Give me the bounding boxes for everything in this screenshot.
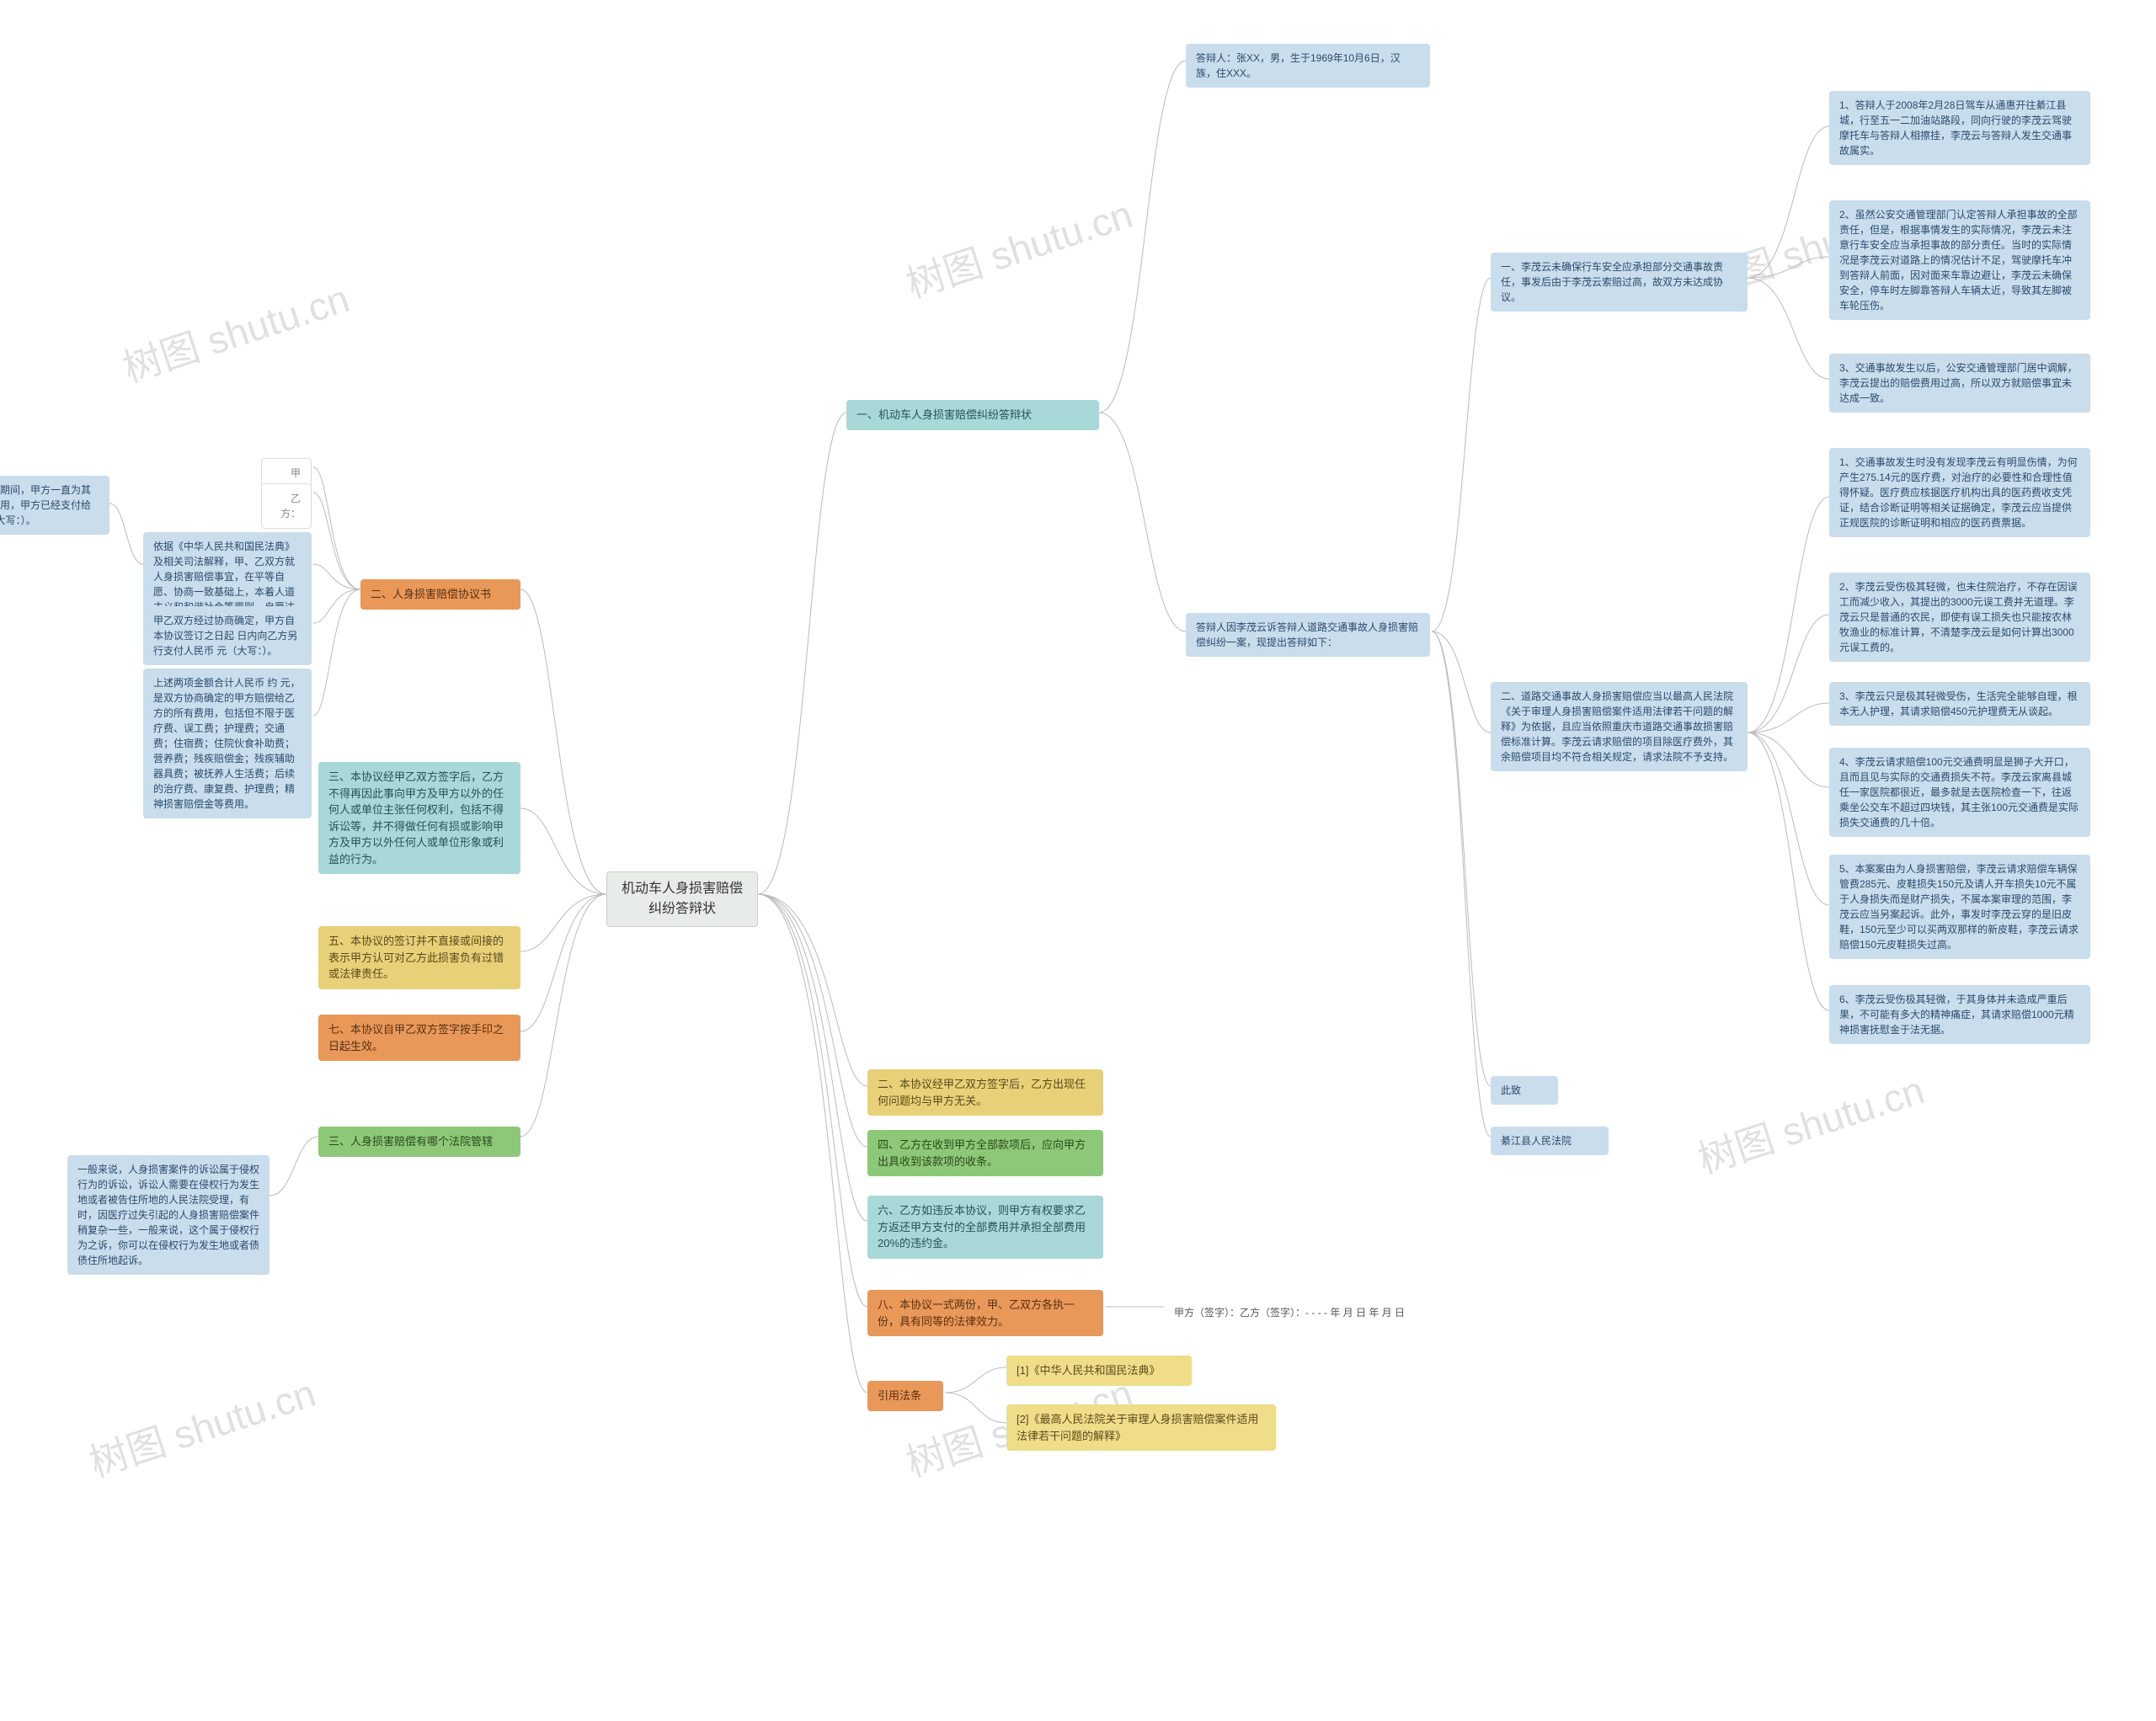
b2l-sub1: 一、乙方在住院治疗期间，甲方一直为其垫付医疗费及相关费用，甲方已经支付给乙方人民…	[0, 476, 109, 535]
branch-b1: 一、机动车人身损害赔偿纠纷答辩状	[846, 400, 1099, 430]
watermark: 树图 shutu.cn	[82, 1363, 322, 1489]
b1-sub1-leaf3: 3、交通事故发生以后，公安交通管理部门居中调解，李茂云提出的赔偿费用过高，所以双…	[1829, 354, 2090, 413]
branch-court: 三、人身损害赔偿有哪个法院管辖	[318, 1127, 520, 1157]
b1-sub2-leaf2: 2、李茂云受伤极其轻微，也未住院治疗，不存在因误工而减少收入，其提出的3000元…	[1829, 573, 2090, 662]
branch-b8: 八、本协议一式两份，甲、乙双方各执一份，具有同等的法律效力。	[867, 1290, 1103, 1336]
b1-closing2: 綦江县人民法院	[1491, 1127, 1609, 1155]
watermark: 树图 shutu.cn	[1690, 1060, 1930, 1186]
watermark: 树图 shutu.cn	[115, 269, 355, 394]
branch-b2-right: 二、本协议经甲乙双方签字后，乙方出现任何问题均与甲方无关。	[867, 1069, 1103, 1116]
law-leaf1: [1]《中华人民共和国民法典》	[1006, 1356, 1192, 1386]
b2l-yi: 乙方：	[261, 483, 312, 529]
law-leaf2: [2]《最高人民法院关于审理人身损害赔偿案件适用法律若干问题的解释》	[1006, 1404, 1276, 1451]
b1-sub2-leaf5: 5、本案案由为人身损害赔偿，李茂云请求赔偿车辆保管费285元、皮鞋损失150元及…	[1829, 855, 2090, 959]
b1-sub2: 二、道路交通事故人身损害赔偿应当以最高人民法院《关于审理人身损害赔偿案件适用法律…	[1491, 682, 1748, 771]
branch-b7: 七、本协议自甲乙双方签字按手印之日起生效。	[318, 1015, 520, 1061]
b1-sub2-leaf3: 3、李茂云只是极其轻微受伤，生活完全能够自理，根本无人护理，其请求赔偿450元护…	[1829, 682, 2090, 726]
b1-sub2-leaf4: 4、李茂云请求赔偿100元交通费明显是狮子大开口，且而且见与实际的交通费损失不符…	[1829, 748, 2090, 837]
b1-sub2-leaf6: 6、李茂云受伤极其轻微，于其身体并未造成严重后果，不可能有多大的精神痛症，其请求…	[1829, 985, 2090, 1044]
b1-sub1-leaf1: 1、答辩人于2008年2月28日驾车从通惠开往綦江县城，行至五一二加油站路段，同…	[1829, 91, 2090, 165]
b1-case-intro: 答辩人因李茂云诉答辩人道路交通事故人身损害赔偿纠纷一案，现提出答辩如下：	[1186, 613, 1430, 657]
branch-law: 引用法条	[867, 1381, 943, 1411]
b2l-sub4: 上述两项金额合计人民币 约 元，是双方协商确定的甲方赔偿给乙方的所有费用，包括但…	[143, 669, 312, 818]
branch-b3-left: 三、本协议经甲乙双方签字后，乙方不得再因此事向甲方及甲方以外的任何人或单位主张任…	[318, 762, 520, 874]
b8-leaf: 甲方（签字）：乙方（签字）：- - - - 年 月 日 年 月 日	[1164, 1298, 1467, 1327]
branch-b2-left: 二、人身损害赔偿协议书	[360, 579, 520, 610]
center-topic: 机动车人身损害赔偿纠纷答辩状	[606, 871, 758, 927]
branch-b5: 五、本协议的签订并不直接或间接的表示甲方认可对乙方此损害负有过错或法律责任。	[318, 926, 520, 989]
branch-b6: 六、乙方如违反本协议，则甲方有权要求乙方返还甲方支付的全部费用并承担全部费用20…	[867, 1196, 1103, 1259]
b1-defendant: 答辩人：张XX，男，生于1969年10月6日，汉族，住XXX。	[1186, 44, 1430, 88]
b1-sub2-leaf1: 1、交通事故发生时没有发现李茂云有明显伤情，为何产生275.14元的医疗费，对治…	[1829, 448, 2090, 537]
b1-closing1: 此致	[1491, 1076, 1558, 1105]
branch-b4: 四、乙方在收到甲方全部款项后，应向甲方出具收到该款项的收条。	[867, 1130, 1103, 1176]
b1-sub1: 一、李茂云未确保行车安全应承担部分交通事故责任，事发后由于李茂云索赔过高，故双方…	[1491, 253, 1748, 312]
court-leaf: 一般来说，人身损害案件的诉讼属于侵权行为的诉讼，诉讼人需要在侵权行为发生地或者被…	[67, 1155, 270, 1275]
watermark: 树图 shutu.cn	[899, 184, 1139, 310]
b1-sub1-leaf2: 2、虽然公安交通管理部门认定答辩人承担事故的全部责任，但是，根据事情发生的实际情…	[1829, 200, 2090, 320]
b2l-sub3: 甲乙双方经过协商确定，甲方自本协议签订之日起 日内向乙方另行支付人民币 元（大写…	[143, 606, 312, 665]
